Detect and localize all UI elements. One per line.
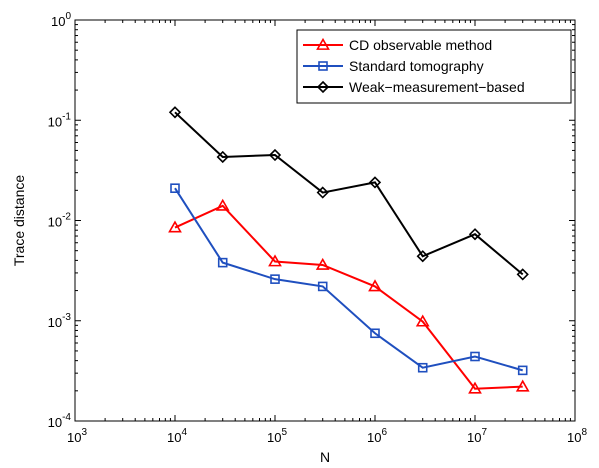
legend: CD observable method Standard tomography W… xyxy=(296,29,572,104)
data-point xyxy=(517,365,528,376)
x-tick-label: 106 xyxy=(367,427,387,445)
data-point xyxy=(268,254,282,267)
data-point xyxy=(370,328,380,339)
data-point xyxy=(368,279,382,292)
data-point xyxy=(468,228,482,241)
axis-ticks xyxy=(74,19,576,422)
data-point xyxy=(417,362,428,373)
data-point xyxy=(216,150,229,164)
x-tick-label: 104 xyxy=(167,427,187,445)
data-point xyxy=(515,379,530,392)
series-line xyxy=(174,204,523,390)
data-point xyxy=(315,257,330,270)
data-point xyxy=(470,351,480,362)
data-point xyxy=(368,176,382,189)
y-tick-label: 10-4 xyxy=(48,412,72,430)
data-point xyxy=(317,281,328,292)
y-tick-label: 10-1 xyxy=(48,111,72,129)
x-tick-label: 103 xyxy=(67,427,87,445)
data-point xyxy=(415,314,430,327)
data-point xyxy=(316,186,329,199)
x-tick-label: 107 xyxy=(467,427,487,445)
x-tick-label: 105 xyxy=(267,427,287,445)
legend-item: Weak−measurement−based xyxy=(303,79,525,95)
series-line xyxy=(174,111,524,276)
series-1 xyxy=(168,198,530,394)
legend-marker xyxy=(316,80,330,94)
data-point xyxy=(468,381,482,394)
x-axis-label: N xyxy=(320,449,330,465)
series-3 xyxy=(168,106,529,281)
y-axis-tick-labels: 10-4 10-3 10-2 10-1 100 xyxy=(48,11,72,430)
data-point xyxy=(170,183,180,193)
legend-label: CD observable method xyxy=(349,37,492,53)
legend-marker xyxy=(318,61,328,71)
data-point xyxy=(416,250,429,263)
y-tick-label: 10-3 xyxy=(48,312,72,330)
y-axis-label: Trace distance xyxy=(11,175,27,267)
series-line xyxy=(174,187,523,372)
legend-label: Standard tomography xyxy=(349,58,484,74)
y-tick-label: 10-2 xyxy=(48,212,72,230)
series-2 xyxy=(170,183,528,376)
legend-item: Standard tomography xyxy=(303,58,484,74)
legend-item: CD observable method xyxy=(303,37,492,53)
data-point xyxy=(270,274,280,284)
data-point xyxy=(215,198,230,211)
x-tick-label: 108 xyxy=(567,427,587,445)
y-tick-label: 100 xyxy=(51,11,71,29)
data-point xyxy=(217,257,228,268)
data-point xyxy=(168,220,182,233)
data-point xyxy=(516,268,529,281)
legend-label: Weak−measurement−based xyxy=(349,79,525,95)
x-axis-tick-labels: 103 104 105 106 107 108 xyxy=(67,427,587,445)
legend-marker xyxy=(316,37,330,50)
series-layer xyxy=(168,106,530,394)
data-point xyxy=(268,148,282,162)
data-point xyxy=(168,106,182,119)
